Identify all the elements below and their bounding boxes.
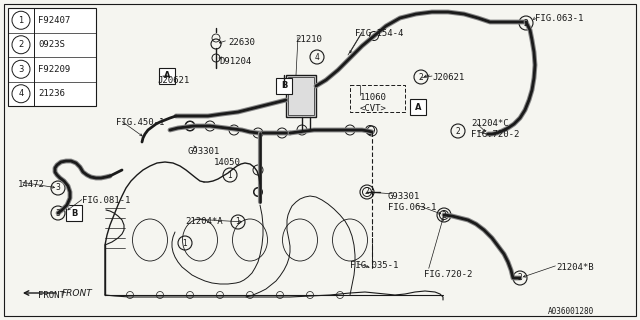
Bar: [288, 77, 314, 115]
Text: 0923S: 0923S: [38, 40, 65, 49]
Text: 14050: 14050: [214, 158, 241, 167]
Text: <CVT>: <CVT>: [360, 104, 387, 113]
Text: 21210: 21210: [295, 35, 322, 44]
Text: FIG.720-2: FIG.720-2: [471, 130, 520, 139]
Text: 2: 2: [365, 188, 369, 196]
Text: 1: 1: [236, 218, 241, 227]
Bar: [286, 75, 316, 117]
Text: 2: 2: [19, 40, 24, 49]
Text: D91204: D91204: [219, 57, 252, 66]
Text: G93301: G93301: [188, 147, 220, 156]
Text: 21204*A: 21204*A: [185, 217, 223, 226]
Text: 21204*B: 21204*B: [556, 263, 594, 272]
Text: 1: 1: [228, 171, 232, 180]
Text: A: A: [164, 71, 170, 81]
Text: FRONT: FRONT: [62, 289, 93, 298]
Text: 3: 3: [56, 183, 60, 193]
Text: 1: 1: [182, 238, 188, 247]
Text: B: B: [281, 82, 287, 91]
Text: J20621: J20621: [432, 73, 464, 82]
Text: B: B: [71, 209, 77, 218]
Text: 14472: 14472: [18, 180, 45, 189]
Bar: [8, 8, 96, 106]
Text: 21204*C: 21204*C: [471, 119, 509, 128]
Text: 11060: 11060: [360, 93, 387, 102]
Text: A036001280: A036001280: [548, 307, 595, 316]
Text: A: A: [415, 102, 421, 111]
Text: 3: 3: [56, 209, 60, 218]
Text: FIG.720-2: FIG.720-2: [424, 270, 472, 279]
Text: 2: 2: [456, 126, 460, 135]
Text: FIG.154-4: FIG.154-4: [355, 29, 403, 38]
Text: FRONT: FRONT: [38, 291, 65, 300]
Text: FIG.081-1: FIG.081-1: [82, 196, 131, 205]
Text: FIG.063-1: FIG.063-1: [535, 14, 584, 23]
Bar: [159, 68, 175, 84]
Text: F92407: F92407: [38, 16, 70, 25]
Text: 4: 4: [19, 89, 24, 98]
Bar: [66, 205, 82, 221]
Text: 1: 1: [19, 16, 24, 25]
Text: 2: 2: [442, 211, 446, 220]
Bar: [276, 78, 292, 94]
Text: FIG.035-1: FIG.035-1: [350, 261, 398, 270]
Text: 2: 2: [419, 73, 424, 82]
Text: 22630: 22630: [228, 38, 255, 47]
Text: 21236: 21236: [38, 89, 65, 98]
Bar: [410, 99, 426, 115]
Text: J20621: J20621: [157, 76, 189, 85]
Text: F92209: F92209: [38, 65, 70, 74]
Text: 2: 2: [518, 274, 522, 283]
Text: 4: 4: [315, 52, 319, 61]
Text: 3: 3: [19, 65, 24, 74]
Text: FIG.450-1: FIG.450-1: [116, 118, 164, 127]
Text: G93301: G93301: [388, 192, 420, 201]
Text: 2: 2: [524, 19, 529, 28]
Text: FIG.063-1: FIG.063-1: [388, 203, 436, 212]
